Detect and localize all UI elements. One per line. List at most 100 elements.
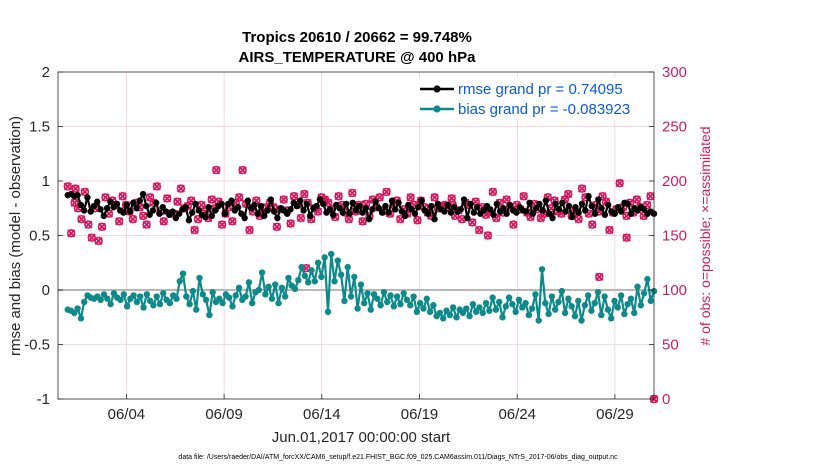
obs-possible-marker [502,195,511,204]
obs-possible-marker [142,220,151,229]
rmse-point [490,211,497,218]
rmse-point [473,203,481,211]
rmse-point [575,209,582,216]
bias-point [137,293,144,300]
bias-point [519,304,526,311]
rmse-point [582,207,589,214]
bias-point [360,299,368,307]
bias-point [522,299,529,307]
bias-point [426,308,434,315]
rmse-point [113,200,121,208]
bias-point [328,250,335,258]
bias-point [202,296,210,304]
rmse-point [595,196,602,203]
bias-point [153,293,160,300]
bias-point [120,291,127,298]
rmse-point [500,205,507,212]
rmse-point [74,191,81,199]
bias-point [486,307,493,314]
obs-possible-marker [588,220,597,229]
obs-assimilated-marker [87,233,96,242]
bias-point [400,290,407,297]
obs-assimilated-marker [348,188,357,198]
obs-assimilated-marker [615,179,624,188]
rmse-point [77,201,85,209]
rmse-point [585,193,592,200]
rmse-point [480,207,487,214]
obs-possible-marker [577,184,587,193]
bias-point [578,317,585,324]
bias-point [413,308,421,315]
bias-point [262,291,269,298]
bias-point [403,296,411,304]
bias-point [351,273,358,281]
bias-point [193,306,200,313]
rmse-point [297,197,304,204]
bias-point [258,269,266,276]
obs-assimilated-marker [382,187,391,196]
obs-possible-marker [80,187,90,197]
bias-point [156,300,164,308]
bias-point [463,305,470,312]
rmse-point [378,209,386,216]
obs-assimilated-marker [430,193,439,202]
rmse-point [588,202,595,210]
rmse-point [523,208,530,215]
bias-point [384,298,391,306]
rmse-point [362,205,369,212]
rmse-point [372,198,379,205]
rmse-point [434,200,442,208]
rmse-point [133,205,140,212]
bias-point [77,315,85,322]
rmse-point [303,200,311,208]
bias-point [640,290,648,297]
bias-point [245,279,253,286]
bias-point [334,257,342,264]
obs-assimilated-marker [77,215,86,224]
rmse-point [87,208,94,215]
y-tick-label-right: 50 [662,337,679,354]
bias-point [110,290,118,297]
rmse-point [365,215,373,223]
rmse-point [221,210,229,217]
bias-point [104,295,111,302]
bias-point [581,302,589,309]
obs-assimilated-marker [632,195,641,204]
y-axis-label-right: # of obs: o=possible; ×=assimilated [697,126,713,345]
obs-assimilated-marker [152,182,161,191]
rmse-point [326,206,333,213]
rmse-point [405,201,412,209]
bias-point [496,298,503,306]
obs-assimilated-marker [245,226,254,235]
obs-possible-marker [286,219,295,228]
obs-assimilated-marker [101,193,110,202]
rmse-point [130,199,137,206]
bias-point [377,302,384,309]
bias-point [469,300,477,308]
obs-assimilated-marker [190,226,199,235]
bias-point [584,292,592,299]
bias-point [479,309,486,317]
bias-point [97,296,104,304]
obs-possible-marker [234,193,244,202]
y-tick-label-right: 250 [662,119,687,136]
bias-point [453,314,460,321]
rmse-point [293,202,301,210]
obs-assimilated-marker [406,193,415,202]
rmse-point [457,206,464,213]
bias-point [499,314,506,321]
rmse-point [316,196,324,203]
obs-possible-marker [296,213,306,223]
bias-point [206,311,213,319]
bias-point [146,297,154,305]
rmse-point [264,207,271,214]
obs-assimilated-marker [118,192,127,201]
obs-possible-marker [217,220,227,229]
bias-point [235,284,243,292]
obs-possible-marker [245,225,254,235]
rmse-point [192,200,199,208]
rmse-point [238,210,245,217]
bias-point [304,279,312,286]
x-tick-label: 06/19 [401,406,439,423]
obs-assimilated-marker [457,215,467,224]
